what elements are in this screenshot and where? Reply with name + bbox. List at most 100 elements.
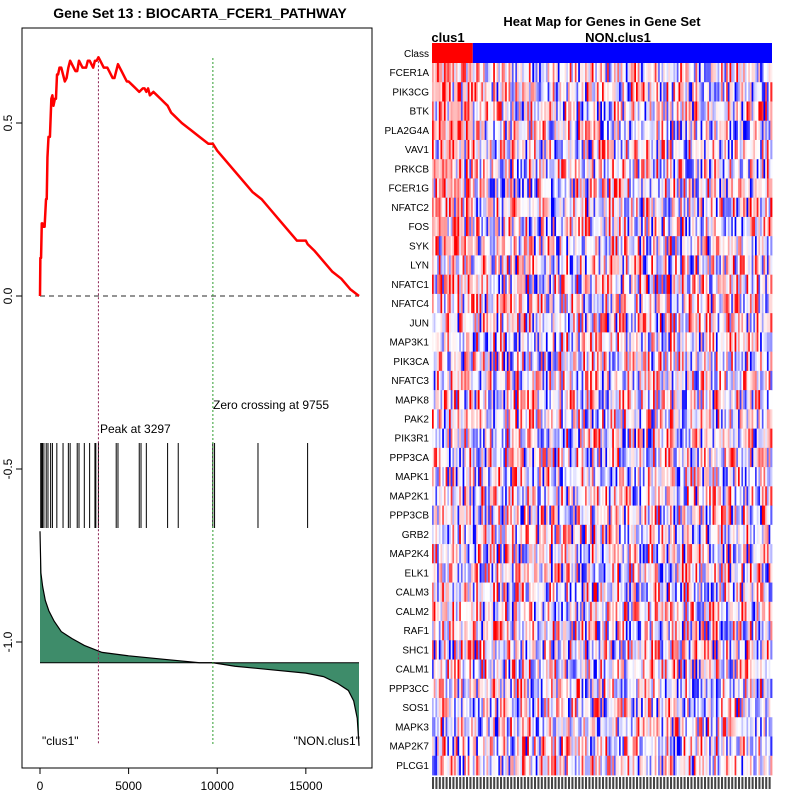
heatmap-cell	[542, 332, 545, 353]
heatmap-cell	[770, 274, 773, 295]
heatmap-cell	[629, 274, 632, 295]
heatmap-cell	[598, 293, 601, 314]
heatmap-cell	[651, 486, 654, 506]
heatmap-cell	[556, 274, 559, 295]
heatmap-cell	[568, 82, 571, 102]
heatmap-cell	[457, 255, 460, 276]
heatmap-cell	[642, 255, 645, 276]
heatmap-cell	[634, 293, 637, 314]
heatmap-cell	[688, 332, 691, 353]
heatmap-cell	[704, 505, 707, 526]
heatmap-cell	[741, 332, 744, 353]
gene-label: PIK3CA	[393, 357, 429, 368]
heatmap-cell	[755, 63, 758, 83]
heatmap-cell	[663, 197, 666, 218]
heatmap-cell	[717, 370, 720, 391]
heatmap-cell	[520, 293, 523, 314]
heatmap-cell	[738, 332, 741, 353]
heatmap-cell	[494, 178, 497, 199]
heatmap-cell	[697, 467, 700, 487]
heatmap-cell	[477, 524, 480, 545]
heatmap-cell	[641, 390, 644, 410]
heatmap-cell	[653, 236, 656, 256]
heatmap-cell	[477, 197, 480, 218]
heatmap-cell	[505, 505, 508, 526]
heatmap-cell	[467, 486, 470, 506]
heatmap-cell	[476, 447, 479, 468]
heatmap-cell	[554, 63, 557, 83]
heatmap-cell	[666, 409, 669, 430]
heatmap-cell	[668, 274, 671, 295]
heatmap-cell	[709, 63, 712, 83]
heatmap-cell	[622, 332, 625, 353]
heatmap-cell	[454, 197, 457, 218]
heatmap-cell	[664, 351, 667, 372]
heatmap-cell	[525, 139, 528, 160]
heatmap-cell	[559, 332, 562, 353]
heatmap-cell	[564, 197, 567, 218]
heatmap-cell	[646, 216, 649, 237]
heatmap-cell	[510, 63, 513, 83]
heatmap-cell	[581, 274, 584, 295]
heatmap-cell	[540, 467, 543, 487]
heatmap-cell	[535, 120, 538, 141]
heatmap-cell	[571, 505, 574, 526]
heatmap-cell	[659, 178, 662, 199]
heatmap-cell	[544, 313, 547, 333]
heatmap-cell	[726, 255, 729, 276]
heatmap-cell	[530, 159, 533, 179]
heatmap-cell	[515, 313, 518, 333]
heatmap-cell	[564, 274, 567, 295]
heatmap-cell	[765, 313, 768, 333]
heatmap-cell	[710, 293, 713, 314]
heatmap-cell	[542, 447, 545, 468]
heatmap-cell	[455, 505, 458, 526]
heatmap-cell	[484, 82, 487, 102]
heatmap-cell	[506, 505, 509, 526]
heatmap-cell	[498, 467, 501, 487]
heatmap-cell	[671, 216, 674, 237]
heatmap-cell	[612, 409, 615, 430]
heatmap-cell	[678, 255, 681, 276]
heatmap-cell	[612, 255, 615, 276]
heatmap-cell	[501, 255, 504, 276]
heatmap-cell	[668, 505, 671, 526]
heatmap-cell	[547, 120, 550, 141]
heatmap-cell	[562, 409, 565, 430]
heatmap-cell	[551, 101, 554, 122]
heatmap-cell	[454, 216, 457, 237]
heatmap-cell	[741, 486, 744, 506]
heatmap-cell	[586, 216, 589, 237]
heatmap-cell	[562, 505, 565, 526]
heatmap-cell	[619, 447, 622, 468]
heatmap-cell	[749, 293, 752, 314]
heatmap-cell	[755, 255, 758, 276]
heatmap-cell	[620, 313, 623, 333]
heatmap-cell	[481, 82, 484, 102]
heatmap-cell	[719, 351, 722, 372]
heatmap-cell	[581, 236, 584, 256]
heatmap-cell	[484, 101, 487, 122]
heatmap-cell	[545, 428, 548, 449]
heatmap-cell	[768, 370, 771, 391]
heatmap-cell	[664, 255, 667, 276]
heatmap-cell	[450, 159, 453, 179]
heatmap-cell	[748, 159, 751, 179]
heatmap-cell	[540, 447, 543, 468]
heatmap-cell	[636, 120, 639, 141]
heatmap-cell	[591, 390, 594, 410]
heatmap-cell	[476, 178, 479, 199]
heatmap-cell	[744, 236, 747, 256]
heatmap-cell	[500, 370, 503, 391]
heatmap-cell	[641, 467, 644, 487]
heatmap-cell	[542, 139, 545, 160]
heatmap-cell	[704, 293, 707, 314]
heatmap-cell	[506, 332, 509, 353]
heatmap-cell	[440, 390, 443, 410]
heatmap-cell	[469, 139, 472, 160]
heatmap-cell	[690, 351, 693, 372]
heatmap-cell	[756, 390, 759, 410]
heatmap-cell	[551, 63, 554, 83]
heatmap-cell	[697, 274, 700, 295]
heatmap-cell	[503, 293, 506, 314]
